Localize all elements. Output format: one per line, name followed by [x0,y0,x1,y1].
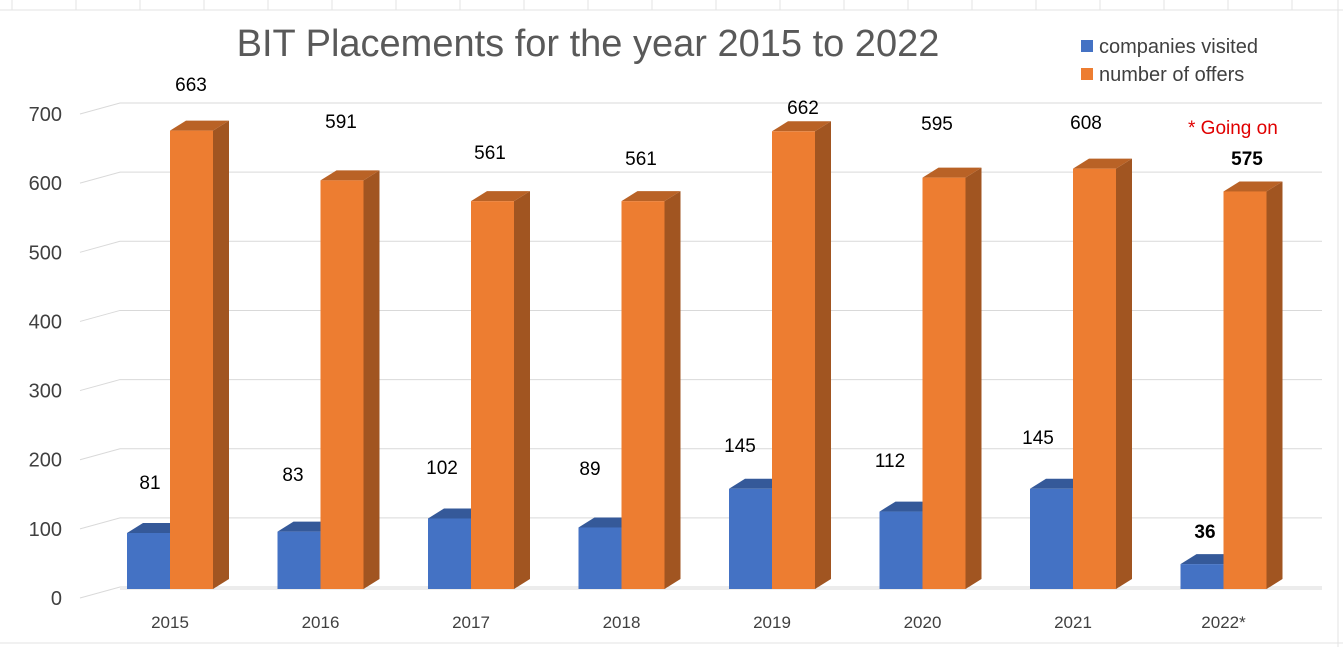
data-label-companies-visited: 83 [282,465,303,486]
x-tick-label: 2019 [753,613,791,632]
bar-front [879,511,923,589]
gridline [79,379,1322,392]
bar-top [320,170,380,181]
gridline [79,240,1322,253]
x-tick-label: 2016 [302,613,340,632]
y-tick-label: 300 [29,381,62,403]
data-label-companies-visited: 145 [724,436,756,457]
bar-side [815,121,831,589]
bar-side [965,167,982,589]
y-tick-label: 400 [29,311,62,333]
bar-front [320,180,364,589]
bar-front [170,130,213,589]
gridline [79,517,1322,530]
legend-label-number-of-offers: number of offers [1099,64,1244,86]
data-label-number-of-offers: 561 [625,149,657,170]
bar-side [363,170,380,589]
bar-top [621,191,681,202]
data-label-number-of-offers: 595 [921,114,953,135]
gridlines [79,102,1322,599]
bar-front [1180,564,1224,589]
x-tick-label: 2015 [151,613,189,632]
data-label-companies-visited: 102 [426,458,458,479]
bar-front [578,527,622,589]
bar-front [127,532,170,589]
y-tick-label: 100 [29,519,62,541]
x-tick-label: 2020 [904,613,942,632]
bar-side [1266,181,1283,589]
data-label-companies-visited: 36 [1194,522,1215,543]
bar-number-of-offers-2019 [772,121,831,589]
x-tick-label: 2022* [1201,613,1246,632]
chart-title: BIT Placements for the year 2015 to 2022 [237,23,940,65]
data-label-number-of-offers: 561 [474,143,506,164]
bars [127,120,1283,590]
y-tick-label: 600 [29,173,62,195]
bar-top [922,167,982,178]
x-tick-label: 2021 [1054,613,1092,632]
gridline [79,309,1322,322]
bar-side [1116,158,1132,590]
y-tick-label: 0 [51,588,62,610]
data-label-companies-visited: 145 [1022,428,1054,449]
legend: companies visited number of offers [1081,36,1258,86]
bar-front [1223,191,1267,589]
bar-number-of-offers-2018 [621,191,681,589]
data-labels: 81 663 83 591 102 561 89 561 145 662 112 595 145 608 3… [139,75,1263,543]
gridline [79,102,1322,115]
data-label-number-of-offers: 608 [1070,113,1102,134]
gridline [79,448,1322,461]
bar-top [471,191,530,202]
bar-front [277,531,321,589]
data-label-companies-visited: 89 [579,459,600,480]
data-label-number-of-offers: 575 [1231,149,1263,170]
bar-number-of-offers-2017 [471,191,530,589]
bar-front [621,201,665,589]
bar-front [428,518,471,589]
bar-side [514,191,530,589]
bar-front [772,131,815,589]
y-tick-label: 500 [29,242,62,264]
bar-front [1030,488,1073,589]
going-on-annotation: * Going on [1188,118,1278,139]
bar-number-of-offers-2015 [170,120,229,589]
x-tick-label: 2018 [603,613,641,632]
bar-number-of-offers-2022* [1223,181,1283,589]
y-axis: 0 100 200 300 400 500 600 700 [29,104,62,610]
data-label-companies-visited: 112 [875,451,905,472]
bar-number-of-offers-2016 [320,170,380,589]
data-label-number-of-offers: 591 [325,112,357,133]
bar-front [1073,168,1116,590]
y-tick-label: 700 [29,104,62,126]
y-tick-label: 200 [29,450,62,472]
x-axis: 2015 2016 2017 2018 2019 2020 2021 2022* [151,613,1246,632]
legend-swatch-companies-visited [1081,40,1093,52]
bar-top [772,121,831,132]
bar-front [922,177,966,589]
bar-front [471,201,514,589]
bar-number-of-offers-2020 [922,167,982,589]
bar-top [1223,181,1283,192]
bar-top [1073,158,1132,169]
legend-label-companies-visited: companies visited [1099,36,1258,58]
data-label-number-of-offers: 663 [175,75,207,96]
x-tick-label: 2017 [452,613,490,632]
bar-top [170,120,229,131]
bar-front [729,488,772,589]
data-label-companies-visited: 81 [139,473,160,494]
bar-side [664,191,681,589]
bar-number-of-offers-2021 [1073,158,1132,590]
gridline [79,171,1322,184]
legend-swatch-number-of-offers [1081,68,1093,80]
data-label-number-of-offers: 662 [787,98,819,119]
bar-side [213,120,229,589]
